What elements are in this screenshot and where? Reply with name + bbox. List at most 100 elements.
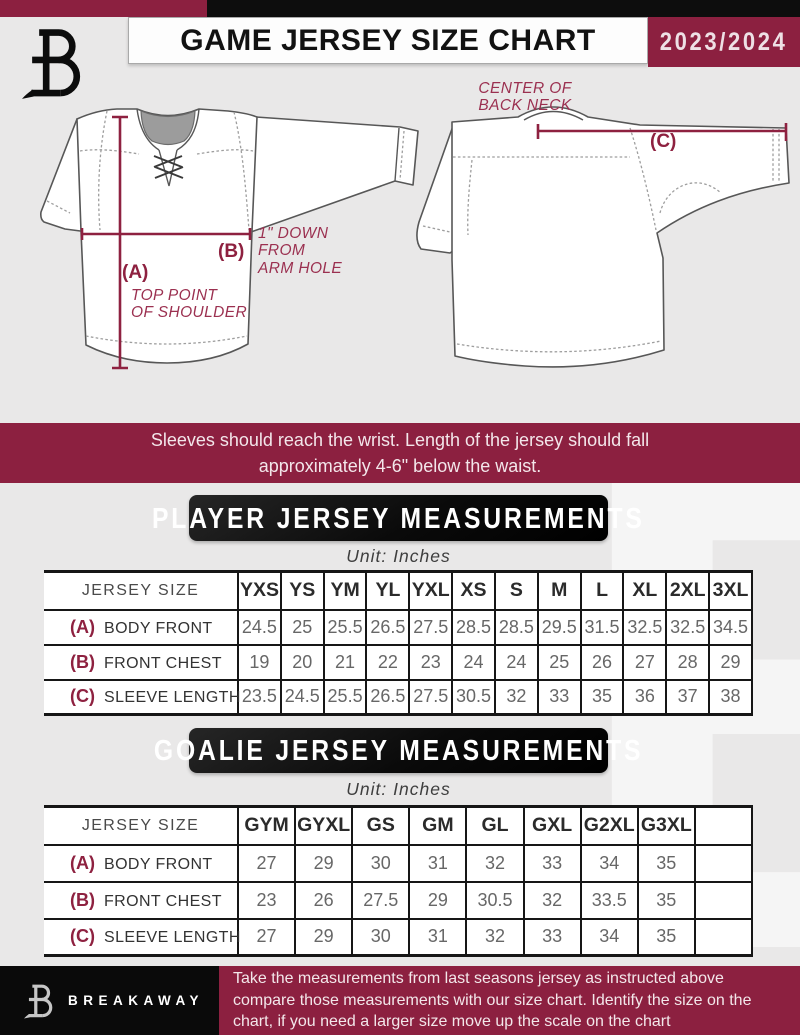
goalie-unit-label: Unit: Inches — [346, 779, 451, 799]
size-column-header: S — [493, 570, 538, 611]
measurement-value-cell: 19 — [237, 643, 281, 680]
measurement-value-cell: 34 — [579, 843, 638, 882]
measurement-value-cell: 27 — [622, 643, 667, 680]
measurement-value-cell: 21 — [322, 643, 367, 680]
note-down-from-armhole: 1" DOWN FROM ARM HOLE — [258, 225, 343, 277]
measurement-value-cell: 32.5 — [665, 608, 710, 645]
measurement-value-cell: 23 — [408, 643, 453, 680]
measurement-value-cell: 32 — [493, 678, 538, 716]
measurement-row: (B) FRONT CHEST 23 26 27.5 29 30.5 32 33.5 35 — [44, 880, 752, 919]
measurement-value-cell: 31 — [408, 917, 467, 957]
measurement-value-cell: 31.5 — [579, 608, 624, 645]
measurement-value-cell — [693, 880, 752, 919]
measurement-value-cell: 23.5 — [237, 678, 281, 716]
measurement-value-cell: 30 — [351, 917, 410, 957]
measurement-row: (C) SLEEVE LENGTH 27 29 30 31 32 33 34 35 — [44, 917, 752, 957]
measurement-value-cell: 29 — [294, 843, 353, 882]
measurement-key: (B) — [70, 651, 95, 672]
page-title: GAME JERSEY SIZE CHART — [180, 23, 596, 57]
size-column-header: M — [536, 570, 581, 611]
measurement-value-cell: 32 — [522, 880, 581, 919]
size-column-header: G2XL — [579, 805, 638, 846]
measurement-value-cell: 36 — [622, 678, 667, 716]
measurement-value-cell: 32 — [465, 917, 524, 957]
measurement-value-cell: 22 — [365, 643, 410, 680]
measurement-row-label: (B) FRONT CHEST — [44, 880, 238, 919]
measurement-row-label: (A) BODY FRONT — [44, 608, 238, 645]
measurement-value-cell: 38 — [708, 678, 752, 716]
measurement-value-cell: 31 — [408, 843, 467, 882]
measurement-value-cell: 37 — [665, 678, 710, 716]
measurement-value-cell: 28 — [665, 643, 710, 680]
measurement-value-cell: 32 — [465, 843, 524, 882]
size-column-header: YS — [279, 570, 324, 611]
measurement-value-cell: 35 — [636, 843, 695, 882]
jersey-diagrams — [40, 106, 790, 370]
fit-notice-text: Sleeves should reach the wrist. Length o… — [150, 429, 650, 476]
measurement-value-cell: 33.5 — [579, 880, 638, 919]
measurement-name: FRONT CHEST — [104, 892, 222, 910]
measurement-value-cell: 26.5 — [365, 608, 410, 645]
label-b: (B) — [218, 241, 245, 262]
note-top-point-of-shoulder: TOP POINT OF SHOULDER — [131, 287, 248, 322]
measurement-value-cell: 25.5 — [322, 608, 367, 645]
size-column-header: YL — [365, 570, 410, 611]
measurement-row: (A) BODY FRONT 24.5 25 25.5 26.5 27.5 28.5 28.5 2… — [44, 608, 752, 645]
measurement-key: (B) — [70, 889, 95, 910]
player-section-banner: PLAYER JERSEY MEASUREMENTS — [152, 495, 642, 541]
goalie-measurements-table: JERSEY SIZE GYM GYXL GS GM GL GXL G2XL G3XL (A) BO… — [44, 805, 753, 957]
season-badge: 2023/2024 — [648, 17, 800, 67]
size-column-header — [693, 805, 752, 846]
jersey-size-corner-label: JERSEY SIZE — [44, 805, 238, 846]
measurement-key: (C) — [70, 926, 95, 947]
size-column-header: YM — [322, 570, 367, 611]
measurement-value-cell: 24 — [451, 643, 495, 680]
measurement-value-cell: 20 — [279, 643, 324, 680]
goalie-section-title: GOALIE JERSEY MEASUREMENTS — [153, 733, 644, 767]
measurement-value-cell: 27 — [236, 917, 296, 957]
measurement-line-c — [536, 123, 788, 141]
measurement-value-cell: 27 — [236, 843, 296, 882]
footer-instructions: Take the measurements from last seasons … — [219, 966, 800, 1035]
measurement-name: BODY FRONT — [104, 619, 213, 637]
player-measurements-table: JERSEY SIZE YXS YS YM YL YXL XS S M L XL 2XL 3XL (A) B… — [44, 570, 753, 716]
player-unit-label: Unit: Inches — [346, 546, 451, 566]
measurement-value-cell: 24.5 — [279, 678, 324, 716]
size-column-header: GXL — [522, 805, 581, 846]
label-a: (A) — [122, 262, 149, 283]
label-c: (C) — [650, 131, 677, 152]
measurement-name: SLEEVE LENGTH — [104, 929, 241, 947]
measurement-row-label: (C) SLEEVE LENGTH — [44, 917, 241, 957]
measurement-value-cell: 30.5 — [451, 678, 495, 716]
measurement-value-cell: 32.5 — [622, 608, 667, 645]
measurement-value-cell: 23 — [236, 880, 296, 919]
measurement-value-cell: 29.5 — [536, 608, 581, 645]
measurement-value-cell: 30.5 — [465, 880, 524, 919]
size-column-header: L — [579, 570, 624, 611]
measurement-name: FRONT CHEST — [104, 654, 222, 672]
measurement-value-cell: 33 — [522, 843, 581, 882]
top-maroon-bar — [0, 0, 207, 17]
measurement-value-cell — [693, 843, 752, 882]
measurement-value-cell: 33 — [522, 917, 581, 957]
brand-name: BREAKAWAY — [68, 993, 205, 1008]
size-column-header: YXS — [237, 570, 281, 611]
size-column-header: GS — [351, 805, 410, 846]
goalie-section-banner: GOALIE JERSEY MEASUREMENTS — [154, 728, 640, 773]
season-label: 2023/2024 — [660, 27, 788, 56]
measurement-row-label: (C) SLEEVE LENGTH — [44, 678, 241, 716]
measurement-value-cell: 26 — [579, 643, 624, 680]
measurement-row: (C) SLEEVE LENGTH 23.5 24.5 25.5 26.5 27.5 30.5… — [44, 678, 752, 716]
measurement-row-label: (A) BODY FRONT — [44, 843, 238, 882]
size-column-header: 2XL — [665, 570, 710, 611]
footer-brand-block: BREAKAWAY — [0, 966, 219, 1035]
size-column-header: GL — [465, 805, 524, 846]
measurement-name: SLEEVE LENGTH — [104, 689, 241, 707]
measurement-value-cell: 27.5 — [351, 880, 410, 919]
breakaway-b-monogram-icon — [22, 29, 81, 99]
size-column-header: G3XL — [636, 805, 695, 846]
measurement-value-cell: 28.5 — [451, 608, 495, 645]
measurement-value-cell: 29 — [708, 643, 752, 680]
size-column-header: 3XL — [708, 570, 752, 611]
